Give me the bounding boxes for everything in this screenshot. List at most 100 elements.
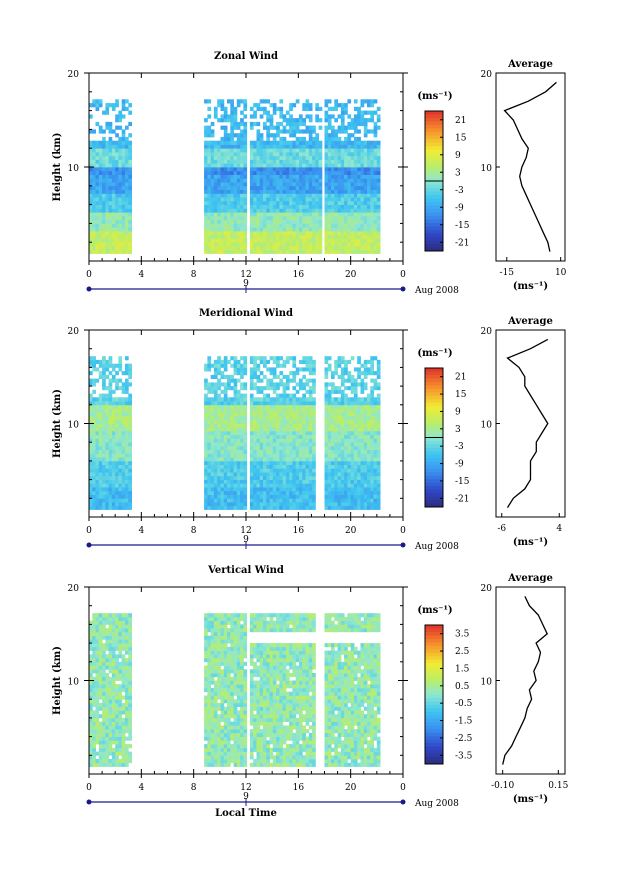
heatmap-cell [324,401,329,406]
heatmap-cell [108,121,113,127]
heatmap-cell [266,404,270,409]
heatmap-cell [350,431,355,436]
heatmap-cell [115,490,119,495]
heatmap-cell [373,408,378,413]
heatmap-cell [289,498,293,503]
heatmap-cell [263,408,267,413]
heatmap-cell [217,208,221,213]
heatmap-cell [276,393,280,398]
heatmap-cell [340,397,345,402]
heatmap-cell [299,136,303,142]
heatmap-cell [236,234,241,239]
heatmap-cell [236,490,241,495]
heatmap-cell [370,204,374,209]
panel-title: Meridional Wind [199,308,293,319]
heatmap-cell [128,490,132,495]
heatmap-cell [340,468,345,473]
heatmap-cell [266,442,270,447]
heatmap-cell [217,178,221,183]
heatmap-cell [128,457,132,462]
heatmap-cell [370,174,374,179]
heatmap-cell [308,505,313,510]
heatmap-cell [347,479,352,484]
heatmap-cell [204,460,208,465]
heatmap-cell [370,144,374,149]
heatmap-cell [210,397,215,402]
heatmap-cell [125,427,129,432]
heatmap-cell [223,475,228,480]
heatmap-cell [240,397,244,402]
heatmap-cell [289,483,293,488]
heatmap-cell [95,442,100,447]
heatmap-cell [353,475,358,480]
heatmap-cell [207,200,212,205]
heatmap-cell [312,136,316,142]
heatmap-cell [289,155,293,160]
heatmap-cell [128,140,132,145]
heatmap-cell [207,427,212,432]
heatmap-cell [334,389,338,394]
heatmap-cell [207,114,212,119]
heatmap-cell [376,401,381,406]
heatmap-cell [363,468,368,473]
heatmap-cell [302,427,306,432]
heatmap-cell [220,464,225,469]
heatmap-cell [102,249,106,254]
heatmap-cell [272,423,277,428]
heatmap-cell [353,223,358,228]
heatmap-cell [315,174,319,179]
heatmap-cell [95,182,100,187]
heatmap-cell [334,148,338,153]
heatmap-cell [337,208,342,213]
heatmap-cell [324,367,329,372]
colorbar-band [425,160,443,164]
heatmap-cell [213,114,218,119]
heatmap-cell [299,498,303,503]
heatmap-cell [118,397,123,402]
heatmap-cell [204,242,208,247]
heatmap-cell [282,185,287,190]
heatmap-cell [102,427,106,432]
heatmap-cell [89,140,93,145]
heatmap-cell [253,238,257,243]
heatmap-cell [125,404,129,409]
heatmap-cell [121,401,126,406]
heatmap-cell [263,449,267,454]
heatmap-cell [118,200,123,205]
heatmap-cell [253,121,257,127]
heatmap-cell [253,401,257,406]
heatmap-cell [95,99,100,104]
heatmap-cell [105,449,110,454]
colorbar-band [425,223,443,227]
heatmap-cell [285,242,290,247]
heatmap-cell [370,223,374,228]
heatmap-cell [115,505,119,510]
heatmap-cell [367,371,371,376]
heatmap-cell [299,438,303,443]
heatmap-cell [295,498,300,503]
heatmap-cell [312,174,316,179]
heatmap-cell [269,423,274,428]
heatmap-cell [285,479,290,484]
heatmap-cell [115,103,119,108]
heatmap-cell [227,397,231,402]
heatmap-cell [102,215,106,221]
heatmap-cell [350,212,355,217]
heatmap-cell [292,498,297,503]
heatmap-cell [292,505,297,510]
heatmap-cell [315,140,319,145]
heatmap-cell [312,505,316,510]
heatmap-cell [350,185,355,190]
heatmap-cell [121,382,126,387]
heatmap-cell [299,427,303,432]
heatmap-cell [350,208,355,213]
heatmap-cell [102,238,106,243]
heatmap-cell [295,193,300,198]
heatmap-cell [89,453,93,458]
heatmap-cell [318,212,323,217]
heatmap-cell [230,212,234,217]
heatmap-cell [285,438,290,443]
heatmap-cell [249,219,254,224]
heatmap-cell [115,223,119,228]
heatmap-cell [236,397,241,402]
